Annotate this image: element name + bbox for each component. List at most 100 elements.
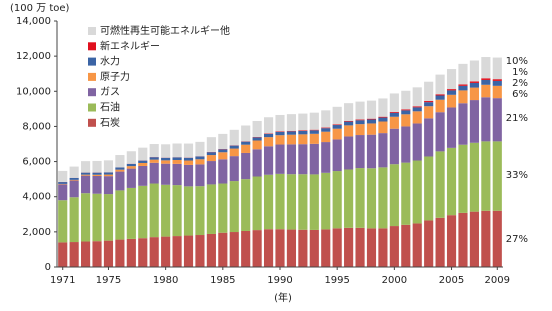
bar-segment [229,145,239,149]
bar-segment [263,174,274,230]
bar-segment [321,172,331,230]
bar-segment [263,133,274,138]
bar-segment [298,144,308,175]
bar-segment [401,109,411,111]
bar-segment [92,172,102,175]
bar-segment [492,80,502,86]
bar-segment [378,228,388,267]
bar-segment [138,185,148,239]
bar-segment [172,157,182,160]
bar-segment [412,106,422,108]
bar-segment [103,240,114,267]
bar-segment [424,156,434,221]
bar-segment [241,230,251,267]
bar-segment [161,160,171,164]
bar-segment [446,69,457,90]
bar-segment [412,111,422,124]
bar-segment [286,130,297,132]
bar-segment [195,141,205,157]
bar-segment [412,87,422,107]
bar-segment [492,79,502,81]
bar-segment [229,148,239,157]
x-axis-label: (年) [274,291,292,304]
bar-segment [115,239,125,267]
bar-segment [481,78,491,80]
bar-segment [161,157,171,161]
bar-segment [412,223,422,267]
bar-segment [241,141,251,145]
bar-segment [286,131,297,135]
bar-segment [161,163,171,185]
bar-segment [103,160,114,173]
bar-segment [126,163,136,167]
bar-segment [69,180,79,198]
bar-segment [126,187,136,239]
bar-segment [412,160,422,224]
bar-segment [298,130,308,135]
bar-segment [321,128,331,132]
bar-segment [344,169,354,228]
bar-segment [92,174,102,176]
bar-segment [389,111,399,113]
bar-segment [126,238,136,267]
bar-segment [69,177,79,180]
bar-segment [492,210,502,267]
bar-segment [195,186,205,236]
bar-segment [195,156,205,160]
bar-segment [183,160,194,165]
bar-segment [263,137,274,147]
bar-segment [172,159,182,164]
bar-segment [58,170,68,182]
bar-segment [252,140,262,150]
bar-segment [366,119,377,124]
bar-segment [424,220,434,267]
bar-segment [92,241,102,267]
bar-segment [206,137,216,152]
legend-swatch [88,72,96,81]
bar-segment [206,161,216,185]
bar-segment [469,81,479,83]
bar-segment [286,134,297,145]
bar-segment [275,144,285,174]
bar-segment [69,242,79,267]
bar-segment [286,174,297,230]
bar-segment [81,175,91,194]
x-tick-label: 1985 [210,275,235,286]
bar-segment [206,233,216,267]
bar-segment [183,143,194,158]
bar-segment [435,94,445,96]
bar-segment [172,143,182,158]
legend-swatch [88,103,96,112]
bar-segment [492,98,502,142]
bar-segment [298,229,308,267]
bar-segment [172,236,182,267]
bar-segment [252,137,262,141]
x-tick-label: 1990 [267,275,292,286]
legend-swatch [88,88,96,97]
bar-segment [218,183,228,233]
share-annotation: 33% [506,170,528,181]
bar-segment [378,167,388,229]
bar-segment [263,229,274,267]
bar-segment [435,95,445,100]
bar-segment [344,125,354,137]
bar-segment [332,124,342,126]
bar-segment [81,172,91,175]
x-tick-label: 2000 [382,275,407,286]
bar-segment [446,94,457,108]
bar-segment [58,184,68,201]
bar-segment [355,124,365,136]
y-axis-label: (100 万 toe) [10,3,70,14]
y-tick-label: 10,000 [16,86,51,97]
x-tick-label: 2005 [439,275,464,286]
bar-segment [149,183,159,238]
bar-segment [138,160,148,163]
bar-segment [263,146,274,175]
bar-segment [103,194,114,241]
bar-segment [389,116,399,129]
bar-segment [309,174,319,230]
bar-segment [424,102,434,107]
bar-segment [492,85,502,99]
bar-segment [389,226,399,267]
bar-segment [138,238,148,267]
